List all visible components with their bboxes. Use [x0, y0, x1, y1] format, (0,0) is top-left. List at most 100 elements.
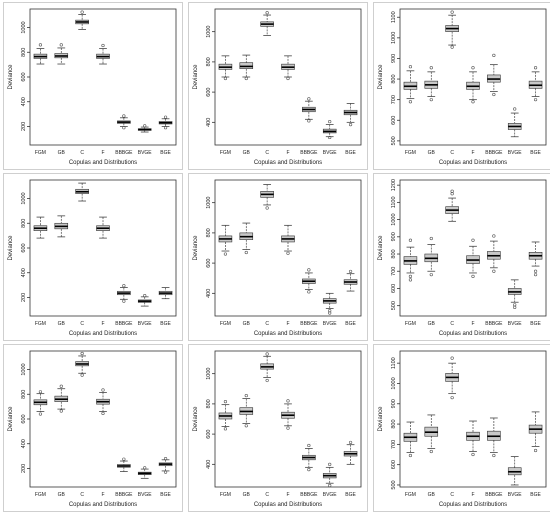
plot-frame — [214, 350, 362, 488]
outlier-point — [328, 135, 332, 140]
box-bge — [528, 411, 543, 453]
outlier-point — [450, 192, 454, 196]
x-tick-label: BVGE — [138, 321, 153, 327]
boxplot-panel-9: 500 600 700 800 900 1000 1100 Deviance Copulas a… — [373, 344, 550, 512]
box-bvge — [322, 292, 337, 315]
outlier-point — [59, 409, 63, 413]
outlier-point — [38, 412, 43, 416]
box-c — [445, 356, 459, 400]
x-tick-label: F — [471, 492, 474, 498]
outlier-point — [307, 468, 311, 472]
y-tick-label: 900 — [391, 54, 397, 63]
outlier-point — [492, 92, 496, 97]
box-bvge — [322, 462, 337, 488]
x-tick-label: GB — [243, 150, 251, 156]
outlier-point — [450, 10, 454, 14]
outlier-point — [143, 466, 147, 470]
box-c — [445, 189, 459, 222]
y-axis-label: Deviance — [8, 64, 14, 90]
x-tick-label: GB — [428, 492, 436, 498]
box-bbbge — [487, 417, 501, 458]
box-bvge — [507, 456, 522, 486]
x-tick-label: FGM — [405, 150, 416, 156]
boxplot-panel-6: 500 600 700 800 900 1000 1100 1200 Deviance Copul… — [373, 173, 550, 341]
box-c — [445, 10, 459, 49]
outlier-point — [307, 97, 311, 101]
y-tick-label: 400 — [21, 268, 27, 277]
box-bge — [343, 440, 358, 465]
box-f — [96, 388, 110, 416]
x-tick-label: GB — [243, 321, 251, 327]
x-tick-label: BBBGE — [300, 492, 318, 498]
box-bge — [343, 103, 358, 127]
outlier-point — [429, 449, 433, 454]
box-fgm — [403, 421, 418, 458]
box-bvge — [322, 119, 337, 140]
box-c — [75, 10, 89, 30]
y-tick-label: 700 — [391, 440, 397, 449]
x-tick-label: C — [80, 150, 84, 156]
y-axis-label: Deviance — [378, 406, 384, 432]
y-tick-label: 800 — [21, 219, 27, 228]
x-tick-label: F — [286, 492, 289, 498]
x-tick-label: FGM — [35, 492, 46, 498]
box-fgm — [403, 238, 418, 282]
y-tick-label: 1000 — [21, 192, 27, 204]
y-tick-label: 800 — [391, 74, 397, 83]
outlier-point — [223, 400, 228, 404]
x-tick-label: BVGE — [138, 150, 153, 156]
boxplot-svg-7: 200 400 600 800 1000 Deviance Copulas and Dist… — [8, 350, 177, 508]
boxplot-svg-1: 200 400 600 800 1000 Deviance Copulas and Dist… — [8, 8, 177, 166]
y-tick-label: 500 — [391, 480, 397, 489]
outlier-point — [286, 76, 290, 81]
x-tick-label: FGM — [220, 492, 231, 498]
outlier-point — [513, 303, 517, 307]
outlier-point — [533, 269, 538, 273]
y-tick-label: 800 — [21, 390, 27, 399]
boxplot-panel-1: 200 400 600 800 1000 Deviance Copulas and Dist… — [3, 2, 183, 170]
box-fgm — [403, 65, 418, 104]
box-bbbge — [117, 114, 131, 130]
x-tick-label: BBBGE — [485, 150, 503, 156]
y-tick-label: 1000 — [391, 32, 397, 44]
y-tick-label: 600 — [391, 460, 397, 469]
x-tick-label: BGE — [530, 492, 541, 498]
y-tick-label: 600 — [206, 88, 212, 97]
y-tick-label: 500 — [391, 136, 397, 145]
outlier-point — [286, 426, 290, 430]
y-tick-label: 600 — [206, 259, 212, 268]
y-tick-label: 200 — [21, 122, 27, 131]
y-tick-label: 600 — [21, 414, 27, 423]
box-bge — [158, 456, 173, 474]
x-tick-label: BVGE — [323, 150, 338, 156]
box-c — [260, 11, 274, 36]
plot-frame — [214, 179, 362, 317]
box-c — [75, 182, 89, 202]
y-tick-label: 600 — [391, 116, 397, 125]
box-gb — [424, 236, 439, 277]
box-f — [281, 224, 295, 255]
y-axis-label: Deviance — [378, 235, 384, 261]
x-tick-label: F — [286, 150, 289, 156]
x-tick-label: BGE — [345, 492, 356, 498]
outlier-point — [533, 98, 538, 102]
x-tick-label: FGM — [405, 321, 416, 327]
box-f — [281, 55, 295, 81]
x-tick-label: C — [265, 492, 269, 498]
x-tick-label: FGM — [405, 492, 416, 498]
y-tick-label: 1000 — [21, 21, 27, 33]
box-bge — [528, 241, 543, 277]
outlier-point — [492, 234, 496, 238]
x-axis-label: Copulas and Distributions — [254, 502, 322, 508]
outlier-point — [450, 189, 454, 193]
boxplot-panel-2: 400 600 800 1000 Deviance Copulas and Distrib… — [188, 2, 368, 170]
x-tick-label: C — [450, 321, 454, 327]
box-bbbge — [487, 53, 501, 97]
boxplot-panel-5: 400 600 800 1000 Deviance Copulas and Distrib… — [188, 173, 368, 341]
box-gb — [54, 43, 69, 65]
plot-frame — [29, 350, 177, 488]
outlier-point — [533, 66, 538, 70]
outlier-point — [450, 396, 454, 400]
y-tick-label: 700 — [391, 267, 397, 276]
